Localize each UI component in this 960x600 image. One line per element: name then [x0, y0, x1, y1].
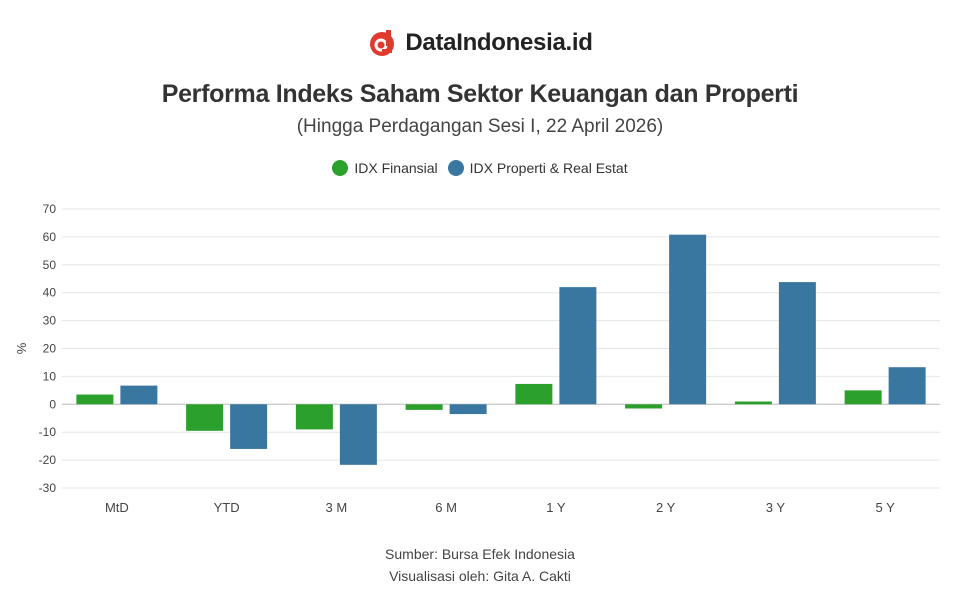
x-tick-label: 3 Y [766, 500, 786, 515]
bar-chart: 70 60 50 40 30 20 10 0 -10 -20 -30% MtD YTD 3 M 6 M 1 Y… [14, 202, 940, 515]
y-tick-label: 30 [43, 314, 57, 328]
y-tick-label: 60 [43, 230, 57, 244]
x-tick-label: 1 Y [546, 500, 566, 515]
y-tick-label: 20 [43, 342, 57, 356]
x-tick-label: 2 Y [656, 500, 676, 515]
y-tick-label: 0 [49, 397, 56, 411]
bar-idx-finansial-3m [295, 404, 333, 430]
x-tick-label: 3 M [326, 500, 348, 515]
legend-swatch-idx-properti [447, 160, 464, 176]
chart-subtitle: (Hingga Perdagangan Sesi I, 22 April 202… [296, 116, 664, 137]
bar-idx-finansial-6m [405, 404, 443, 410]
dataindonesia-logo-icon [370, 30, 395, 56]
bar-idx-properti-1y [559, 287, 597, 405]
bar-idx-properti-2y [669, 234, 707, 405]
bar-idx-finansial-ytd [186, 404, 224, 431]
bar-idx-finansial-2y [625, 404, 663, 409]
bar-idx-properti-5y [888, 367, 926, 405]
bar-idx-properti-ytd [230, 404, 268, 449]
y-axis-label: % [14, 342, 29, 354]
x-tick-label: 5 Y [875, 500, 895, 515]
bar-idx-properti-6m [449, 404, 487, 415]
legend-label-idx-properti: IDX Properti & Real Estat [469, 160, 628, 176]
legend-label-idx-finansial: IDX Finansial [354, 160, 438, 176]
legend-item-idx-finansial[interactable]: IDX Finansial [332, 160, 438, 176]
bar-idx-finansial-mtd [76, 394, 114, 405]
x-tick-label: MtD [105, 500, 129, 515]
x-tick-label: YTD [214, 500, 240, 515]
bar-idx-finansial-5y [844, 390, 882, 405]
y-tick-label: 40 [43, 286, 57, 300]
bar-idx-properti-3y [778, 282, 816, 405]
bar-idx-finansial-3y [734, 401, 772, 405]
legend-swatch-idx-finansial [332, 160, 349, 176]
legend-item-idx-properti[interactable]: IDX Properti & Real Estat [447, 160, 628, 176]
source-note: Sumber: Bursa Efek Indonesia [385, 546, 575, 562]
y-tick-label: 50 [43, 258, 57, 272]
bar-idx-properti-mtd [120, 385, 158, 405]
chart-title: Performa Indeks Saham Sektor Keuangan da… [161, 80, 799, 108]
bar-idx-finansial-1y [515, 383, 553, 405]
y-tick-label: -20 [39, 453, 57, 467]
brand-name: DataIndonesia.id [405, 29, 593, 56]
y-tick-label: 70 [43, 202, 57, 216]
credit-note: Visualisasi oleh: Gita A. Cakti [389, 568, 571, 584]
x-tick-label: 6 M [435, 500, 457, 515]
brand-header: DataIndonesia.id [0, 28, 960, 63]
bar-idx-properti-3m [339, 404, 377, 465]
y-tick-label: -10 [39, 425, 57, 439]
y-tick-label: -30 [39, 481, 57, 495]
chart-legend: IDX Finansial IDX Properti & Real Estat [0, 160, 960, 176]
y-tick-label: 10 [43, 369, 57, 383]
